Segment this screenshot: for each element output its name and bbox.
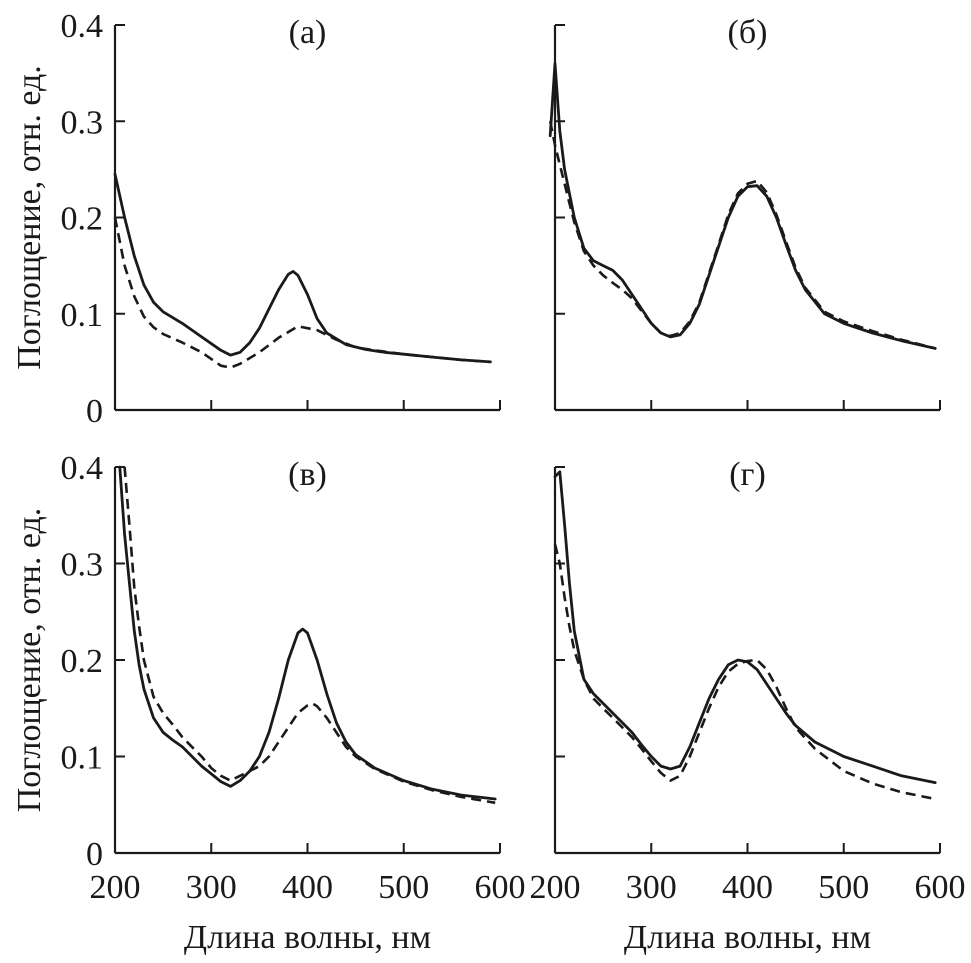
- x-tick-label: 300: [626, 869, 677, 906]
- panel-v: 0 0.1 0.2 0.3 0.4 200 300 400 500 600 (в) Поглощени…: [11, 450, 526, 956]
- y-tick-label: 0.3: [61, 547, 104, 584]
- series-solid-line: [118, 465, 497, 801]
- x-tick-label: 500: [378, 869, 429, 906]
- y-tick-label: 0.1: [61, 740, 104, 777]
- y-tick-label: 0.4: [61, 450, 104, 487]
- x-tick-label: 500: [818, 869, 869, 906]
- y-tick-label: 0.3: [61, 104, 104, 141]
- y-tick-label: 0: [86, 393, 103, 430]
- y-tick-label: 0: [86, 836, 103, 873]
- series-dashed-line: [113, 217, 491, 369]
- panel-label: (в): [288, 456, 327, 493]
- panel-g: 200 300 400 500 600 (г) Длина волны, нм: [530, 456, 966, 956]
- y-tick-label: 0.4: [61, 8, 104, 45]
- x-tick-label: 300: [186, 869, 237, 906]
- series-dashed-line: [548, 121, 936, 350]
- y-axis-title: Поглощение, отн. ед.: [11, 508, 48, 813]
- series-dashed-line: [123, 466, 496, 805]
- panel-label: (г): [729, 456, 766, 493]
- y-tick-label: 0.2: [61, 201, 104, 238]
- x-tick-label: 600: [915, 869, 966, 906]
- panel-label: (а): [289, 14, 327, 51]
- y-tick-label: 0.1: [61, 297, 104, 334]
- x-axis-title: Длина волны, нм: [184, 919, 431, 956]
- x-tick-label: 600: [475, 869, 526, 906]
- series-dashed-line: [553, 543, 936, 801]
- panel-label: (б): [728, 14, 768, 51]
- series-solid-line: [553, 470, 937, 784]
- x-axis-title: Длина волны, нм: [624, 919, 871, 956]
- x-tick-label: 200: [90, 869, 141, 906]
- panel-a: 0 0.1 0.2 0.3 0.4 (а) Поглощение, отн. ед.: [11, 8, 501, 430]
- x-tick-label: 400: [282, 869, 333, 906]
- series-solid-line: [548, 62, 937, 350]
- x-tick-label: 200: [530, 869, 581, 906]
- series-solid-line: [113, 172, 492, 364]
- y-axis-title: Поглощение, отн. ед.: [11, 65, 48, 370]
- panel-b: (б): [548, 14, 941, 412]
- y-tick-label: 0.2: [61, 643, 104, 680]
- x-tick-label: 400: [722, 869, 773, 906]
